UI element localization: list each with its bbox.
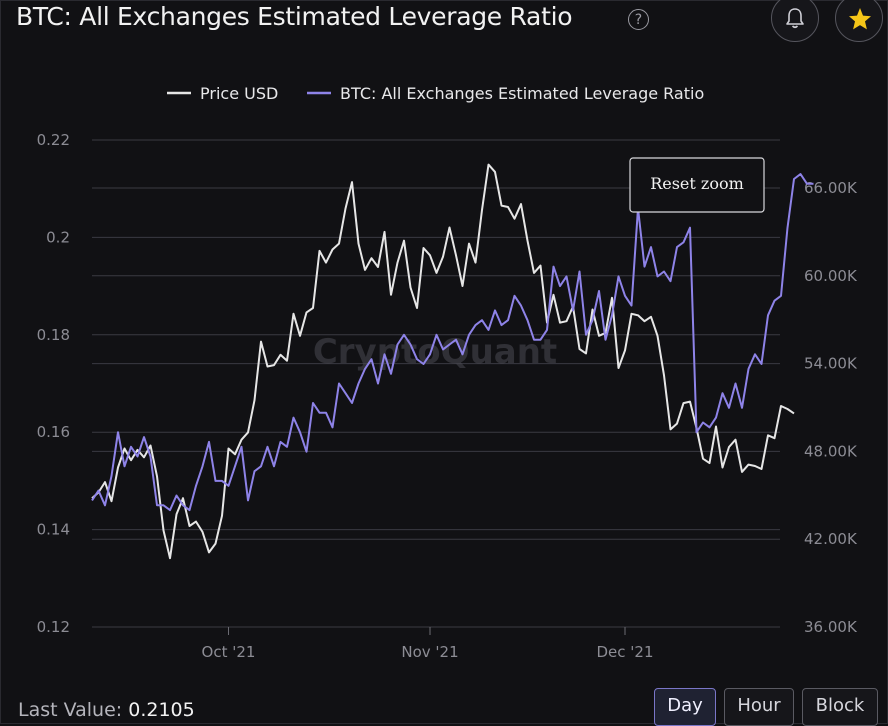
alert-button[interactable] [771, 0, 819, 42]
question-circle-icon[interactable]: ? [628, 9, 649, 30]
right-tick-label: 60.00K [804, 267, 858, 285]
series-lines [91, 163, 814, 560]
left-tick-label: 0.2 [46, 228, 70, 246]
favorite-button[interactable] [835, 0, 883, 42]
price-usd-line [91, 163, 795, 560]
right-tick-label: 66.00K [804, 179, 858, 197]
block-button[interactable]: Block [802, 688, 878, 726]
right-axis-ticks: 66.00K 60.00K 54.00K 48.00K 42.00K 36.00K [804, 179, 858, 636]
star-icon [849, 8, 871, 30]
leverage-ratio-line [91, 173, 814, 512]
grid-lines [92, 139, 780, 628]
last-value-label: Last Value: [18, 699, 123, 721]
x-axis-ticks: Oct '21 Nov '21 Dec '21 [202, 627, 654, 661]
right-tick-label: 54.00K [804, 355, 858, 373]
last-value: Last Value: 0.2105 [18, 699, 195, 721]
left-tick-label: 0.14 [37, 521, 70, 539]
hour-button[interactable]: Hour [724, 688, 794, 726]
left-tick-label: 0.18 [37, 326, 70, 344]
x-tick-label: Nov '21 [401, 643, 458, 661]
reset-zoom-label: Reset zoom [650, 174, 744, 193]
legend: Price USD BTC: All Exchanges Estimated L… [167, 84, 704, 103]
right-tick-label: 36.00K [804, 618, 858, 636]
x-tick-label: Dec '21 [596, 643, 653, 661]
bell-icon [786, 8, 804, 29]
legend-leverage-ratio[interactable]: BTC: All Exchanges Estimated Leverage Ra… [340, 84, 704, 103]
day-button[interactable]: Day [654, 688, 716, 726]
legend-price-usd[interactable]: Price USD [200, 84, 278, 103]
left-tick-label: 0.22 [37, 131, 70, 149]
left-axis-ticks: 0.22 0.2 0.18 0.16 0.14 0.12 [37, 131, 70, 636]
right-tick-label: 42.00K [804, 530, 858, 548]
right-tick-label: 48.00K [804, 442, 858, 460]
x-tick-label: Oct '21 [202, 643, 256, 661]
reset-zoom-button[interactable]: Reset zoom [629, 157, 765, 213]
left-tick-label: 0.12 [37, 618, 70, 636]
last-value-number: 0.2105 [128, 699, 195, 721]
page-title: BTC: All Exchanges Estimated Leverage Ra… [16, 2, 573, 31]
left-tick-label: 0.16 [37, 423, 70, 441]
